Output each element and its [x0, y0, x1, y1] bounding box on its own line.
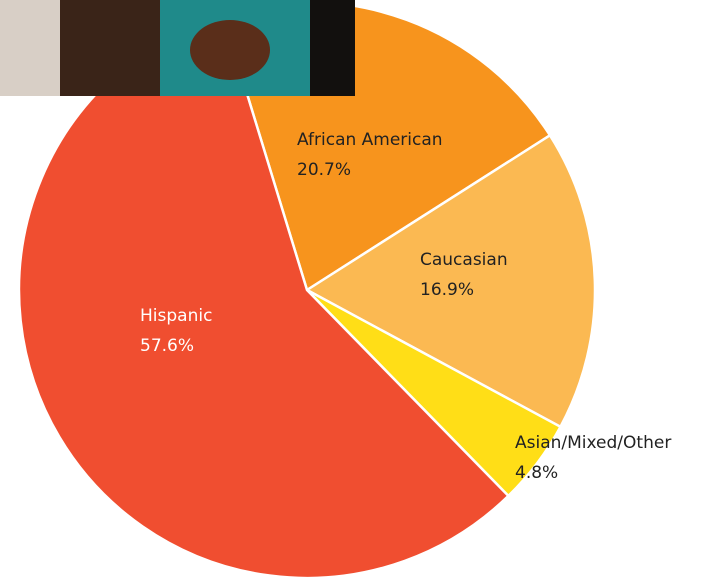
- slice-label: Caucasian: [420, 250, 508, 270]
- slice-value: 57.6%: [140, 336, 194, 356]
- slice-label: African American: [297, 130, 443, 150]
- slice-value: 4.8%: [515, 463, 558, 483]
- photo: [0, 0, 355, 96]
- chart: African American 20.7% Caucasian 16.9% Asian…: [0, 0, 719, 577]
- slice-value: 16.9%: [420, 280, 474, 300]
- slice-label: Asian/Mixed/Other: [515, 433, 671, 453]
- slice-label: Hispanic: [140, 306, 212, 326]
- slice-value: 20.7%: [297, 160, 351, 180]
